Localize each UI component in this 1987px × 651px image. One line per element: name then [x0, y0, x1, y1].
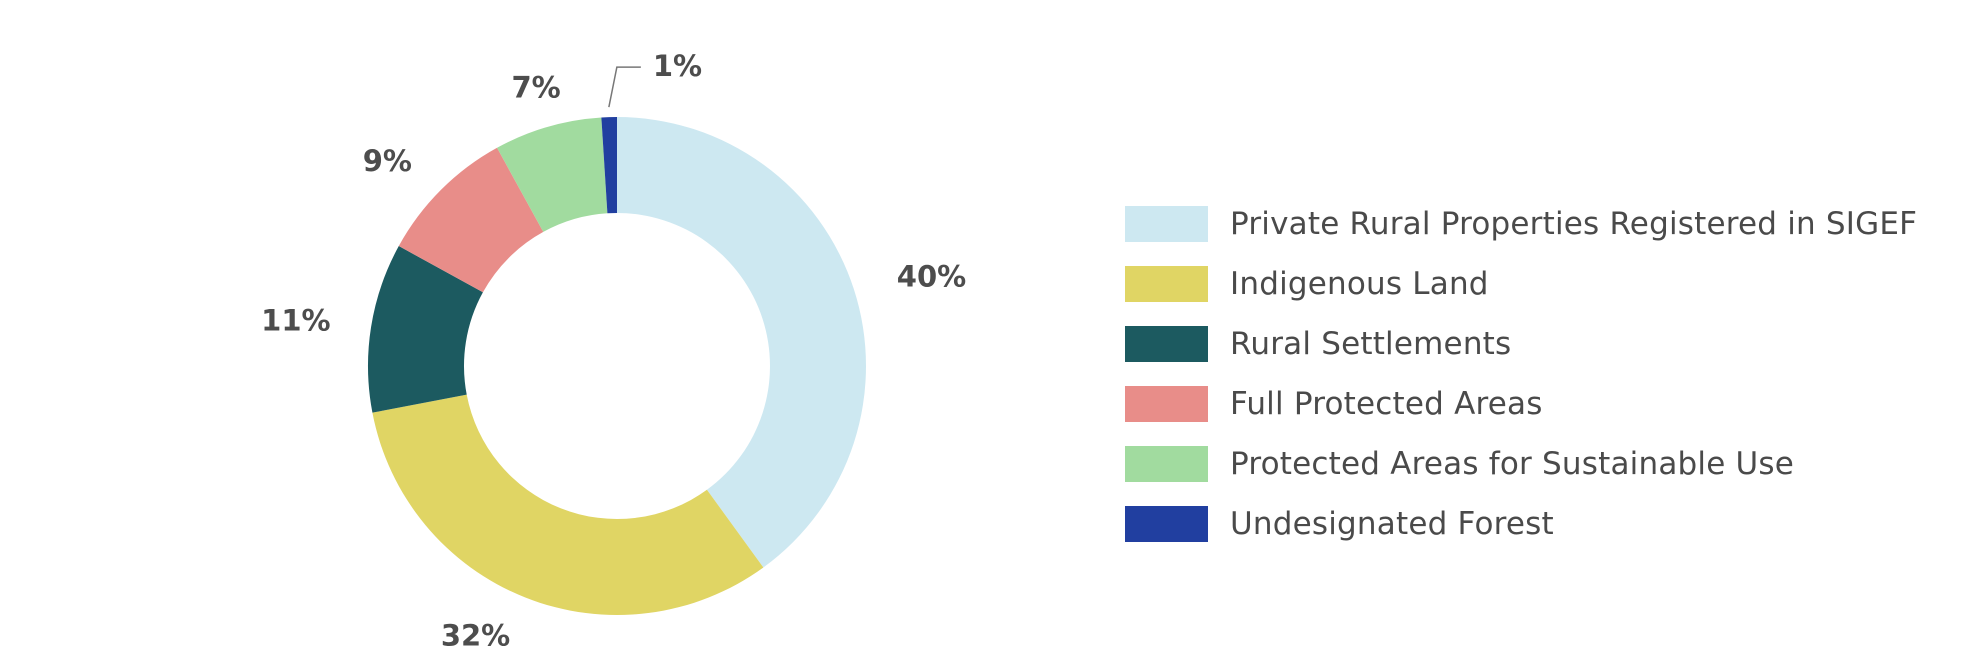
- legend-label: Rural Settlements: [1230, 326, 1512, 362]
- slice-label: 32%: [441, 619, 510, 651]
- legend-swatch: [1125, 206, 1208, 242]
- legend-label: Private Rural Properties Registered in S…: [1230, 206, 1918, 242]
- slice-full-protected-areas: [398, 147, 544, 293]
- slice-label: 11%: [261, 304, 330, 338]
- legend-item: Indigenous Land: [1125, 254, 1917, 314]
- slice-indigenous-land: [372, 394, 764, 615]
- slice-label: 1%: [653, 49, 702, 83]
- leader-line: [608, 66, 641, 108]
- slice-undesignated-forest: [601, 117, 617, 214]
- legend-swatch: [1125, 386, 1208, 422]
- legend-label: Indigenous Land: [1230, 266, 1489, 302]
- legend-item: Full Protected Areas: [1125, 374, 1917, 434]
- legend-item: Undesignated Forest: [1125, 494, 1917, 554]
- legend-swatch: [1125, 506, 1208, 542]
- legend-swatch: [1125, 446, 1208, 482]
- slice-private-rural-properties-registered-in-sigef: [617, 117, 866, 568]
- legend-label: Undesignated Forest: [1230, 506, 1554, 542]
- slice-protected-areas-for-sustainable-use: [497, 117, 608, 232]
- legend-item: Private Rural Properties Registered in S…: [1125, 194, 1917, 254]
- legend-swatch: [1125, 326, 1208, 362]
- legend-swatch: [1125, 266, 1208, 302]
- slice-rural-settlements: [368, 246, 483, 413]
- slice-label: 9%: [363, 144, 412, 178]
- slice-labels: 40% 32% 11% 9% 7% 1%: [261, 49, 966, 651]
- legend-label: Full Protected Areas: [1230, 386, 1543, 422]
- donut-slices: [368, 117, 866, 615]
- legend: Private Rural Properties Registered in S…: [1125, 194, 1917, 554]
- legend-label: Protected Areas for Sustainable Use: [1230, 446, 1795, 482]
- legend-item: Rural Settlements: [1125, 314, 1917, 374]
- legend-item: Protected Areas for Sustainable Use: [1125, 434, 1917, 494]
- slice-label: 40%: [897, 259, 966, 293]
- slice-label: 7%: [511, 71, 560, 105]
- leader-lines: [608, 66, 641, 108]
